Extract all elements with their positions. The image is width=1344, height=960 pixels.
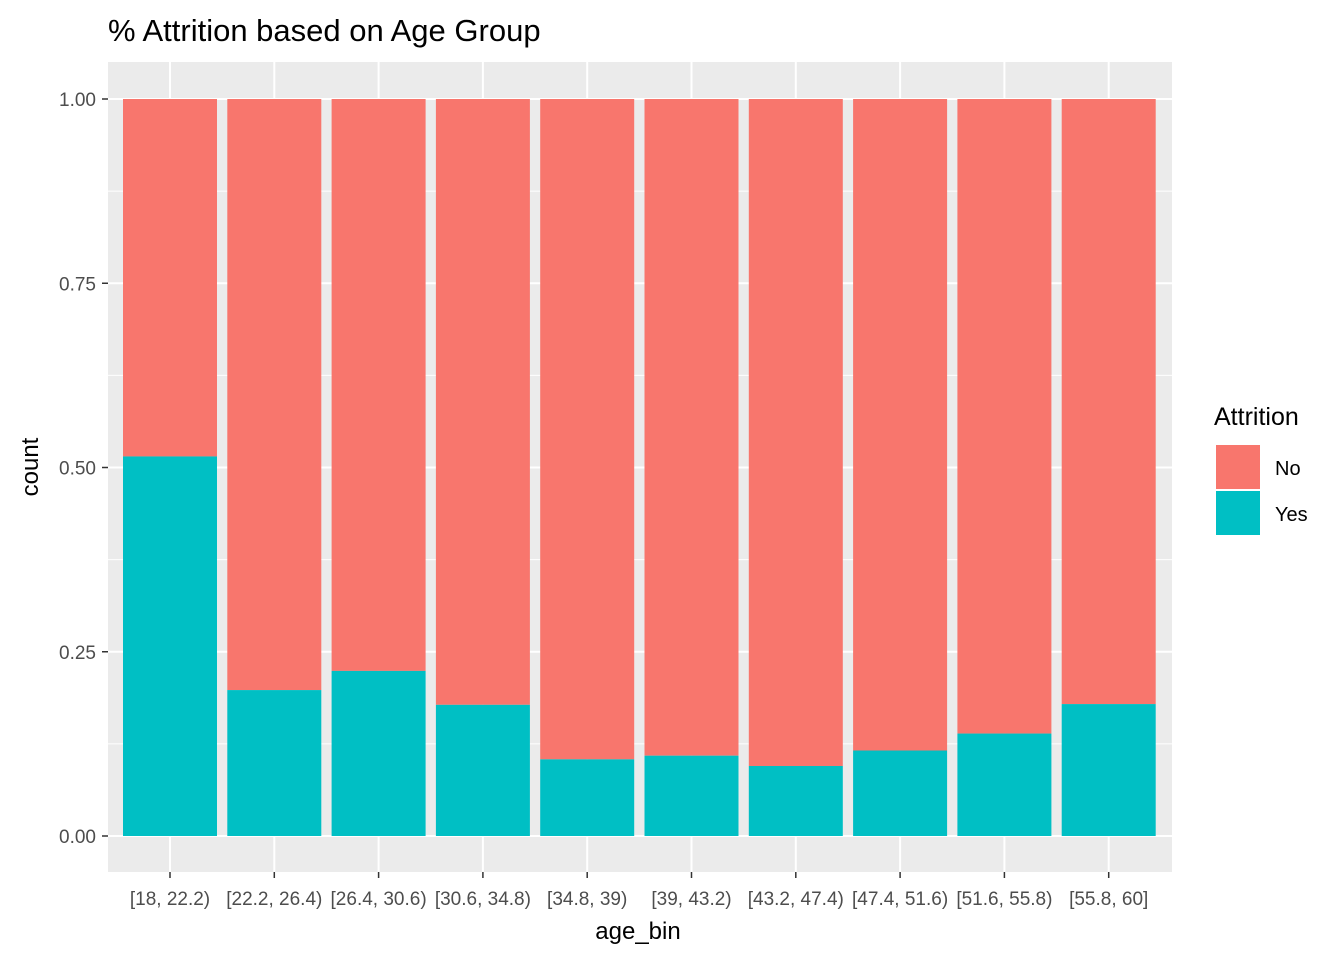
bar-yes — [540, 759, 635, 836]
y-tick-label: 0.25 — [59, 643, 96, 664]
bar-no — [957, 99, 1052, 734]
bar-yes — [435, 704, 530, 836]
legend-title: Attrition — [1214, 403, 1299, 431]
bar-no — [748, 99, 843, 766]
bar-yes — [853, 750, 948, 836]
bar-no — [644, 99, 739, 756]
legend-label-no: No — [1275, 458, 1301, 480]
bar-yes — [123, 456, 217, 836]
x-tick-label: [39, 43.2) — [651, 889, 731, 910]
bar-yes — [957, 733, 1052, 836]
x-tick-label: [34.8, 39) — [547, 889, 627, 910]
y-axis-title: count — [17, 437, 44, 496]
x-tick-label: [26.4, 30.6) — [331, 889, 427, 910]
x-tick-label: [30.6, 34.8) — [435, 889, 531, 910]
bar-no — [435, 99, 530, 705]
y-tick-label: 0.75 — [59, 274, 96, 295]
y-tick-label: 1.00 — [59, 90, 96, 111]
legend-swatch-yes — [1216, 491, 1260, 535]
legend-swatch-no — [1216, 445, 1260, 489]
bar-yes — [748, 765, 843, 836]
bar-yes — [331, 670, 426, 836]
bar-no — [227, 99, 322, 691]
bars — [123, 99, 1156, 836]
y-axis: 0.00 0.25 0.50 0.75 1.00 — [59, 90, 108, 848]
chart-title: % Attrition based on Age Group — [108, 13, 541, 48]
bar-no — [853, 99, 948, 751]
legend-label-yes: Yes — [1275, 504, 1308, 526]
x-axis: [18, 22.2) [22.2, 26.4) [26.4, 30.6) [30.6,… — [130, 872, 1148, 910]
x-tick-label: [51.6, 55.8) — [956, 889, 1052, 910]
x-axis-title: age_bin — [595, 918, 680, 945]
bar-no — [123, 99, 217, 457]
x-tick-label: [22.2, 26.4) — [226, 889, 322, 910]
x-tick-label: [43.2, 47.4) — [748, 889, 844, 910]
y-tick-label: 0.50 — [59, 459, 96, 480]
legend: Attrition No Yes — [1214, 403, 1308, 535]
bar-yes — [644, 755, 739, 836]
x-tick-label: [55.8, 60] — [1069, 889, 1148, 910]
bar-yes — [1061, 704, 1156, 836]
bar-yes — [227, 690, 322, 836]
x-tick-label: [18, 22.2) — [130, 889, 210, 910]
x-tick-label: [47.4, 51.6) — [852, 889, 948, 910]
bar-no — [331, 99, 426, 671]
y-tick-label: 0.00 — [59, 827, 96, 848]
bar-no — [1061, 99, 1156, 705]
bar-no — [540, 99, 635, 760]
